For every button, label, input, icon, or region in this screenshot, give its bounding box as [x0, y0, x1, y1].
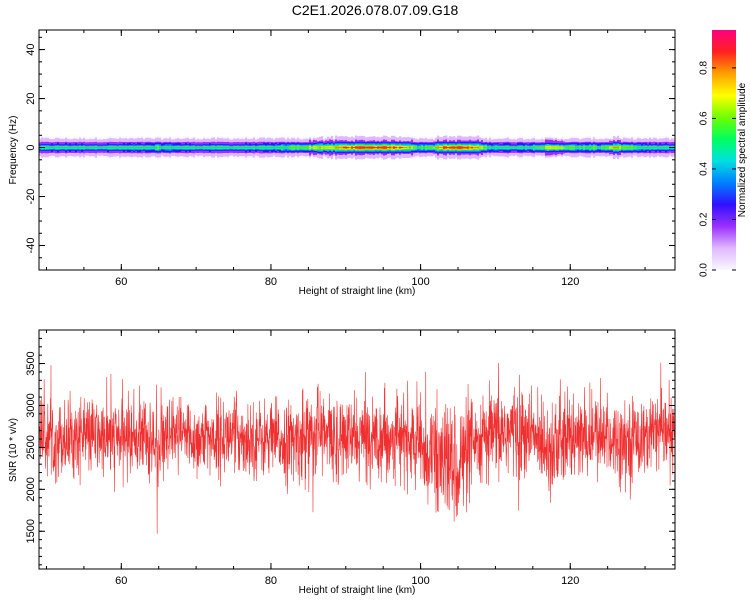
spectrogram-frame	[38, 29, 676, 271]
snr-y-tick-label: 3000	[25, 393, 37, 417]
colorbar-tick-label: 0.2	[699, 212, 710, 226]
colorbar-tick-label: 0.8	[699, 61, 710, 75]
spectrogram-y-tick-label: 0	[25, 144, 37, 150]
spectrogram-panel: 60 80 100 120 -40 -20 0 20 40 Height of straight…	[8, 29, 676, 297]
spectrogram-y-tick-label: 20	[25, 92, 37, 104]
snr-ticks: 60 80 100 120 1500 2000 2500 3000 3500	[25, 330, 675, 587]
snr-x-axis-label: Height of straight line (km)	[299, 585, 416, 596]
chart-title: C2E1.2026.078.07.09.G18	[291, 2, 459, 18]
spectrogram-x-tick-label: 60	[115, 276, 127, 288]
colorbar: 0.0 0.2 0.4 0.6 0.8 Normalized spectral ampl…	[699, 30, 748, 277]
colorbar-ticks: 0.0 0.2 0.4 0.6 0.8	[699, 61, 736, 277]
spectrogram-x-axis-label: Height of straight line (km)	[299, 286, 416, 297]
snr-y-tick-label: 1500	[25, 519, 37, 543]
snr-y-tick-label: 2000	[25, 477, 37, 501]
snr-panel: 60 80 100 120 1500 2000 2500 3000 3500 Height of…	[8, 329, 676, 596]
spectrogram-heatmap	[39, 135, 675, 160]
colorbar-tick-label: 0.6	[699, 111, 710, 125]
spectrogram-ticks: 60 80 100 120 -40 -20 0 20 40	[25, 30, 675, 288]
colorbar-tick-label: 0.4	[699, 162, 710, 176]
spectrogram-x-tick-label: 100	[411, 276, 429, 288]
spectrogram-y-tick-label: -20	[25, 189, 37, 205]
spectrogram-y-tick-label: -40	[25, 238, 37, 254]
spectrogram-x-tick-label: 120	[561, 276, 579, 288]
spectrogram-y-axis-label: Frequency (Hz)	[8, 116, 19, 185]
snr-frame	[38, 329, 676, 570]
snr-x-tick-label: 80	[265, 575, 277, 587]
snr-x-tick-label: 100	[411, 575, 429, 587]
colorbar-tick-label: 0.0	[699, 263, 710, 277]
snr-y-tick-label: 3500	[25, 351, 37, 375]
snr-y-tick-label: 2500	[25, 435, 37, 459]
snr-y-axis-label: SNR (10 * v/v)	[8, 418, 19, 482]
snr-x-tick-label: 120	[561, 575, 579, 587]
spectrogram-y-tick-label: 40	[25, 43, 37, 55]
snr-series-line	[39, 362, 675, 534]
snr-x-tick-label: 60	[115, 575, 127, 587]
colorbar-gradient	[712, 30, 736, 270]
spectrogram-x-tick-label: 80	[265, 276, 277, 288]
colorbar-label: Normalized spectral amplitude	[737, 82, 748, 217]
